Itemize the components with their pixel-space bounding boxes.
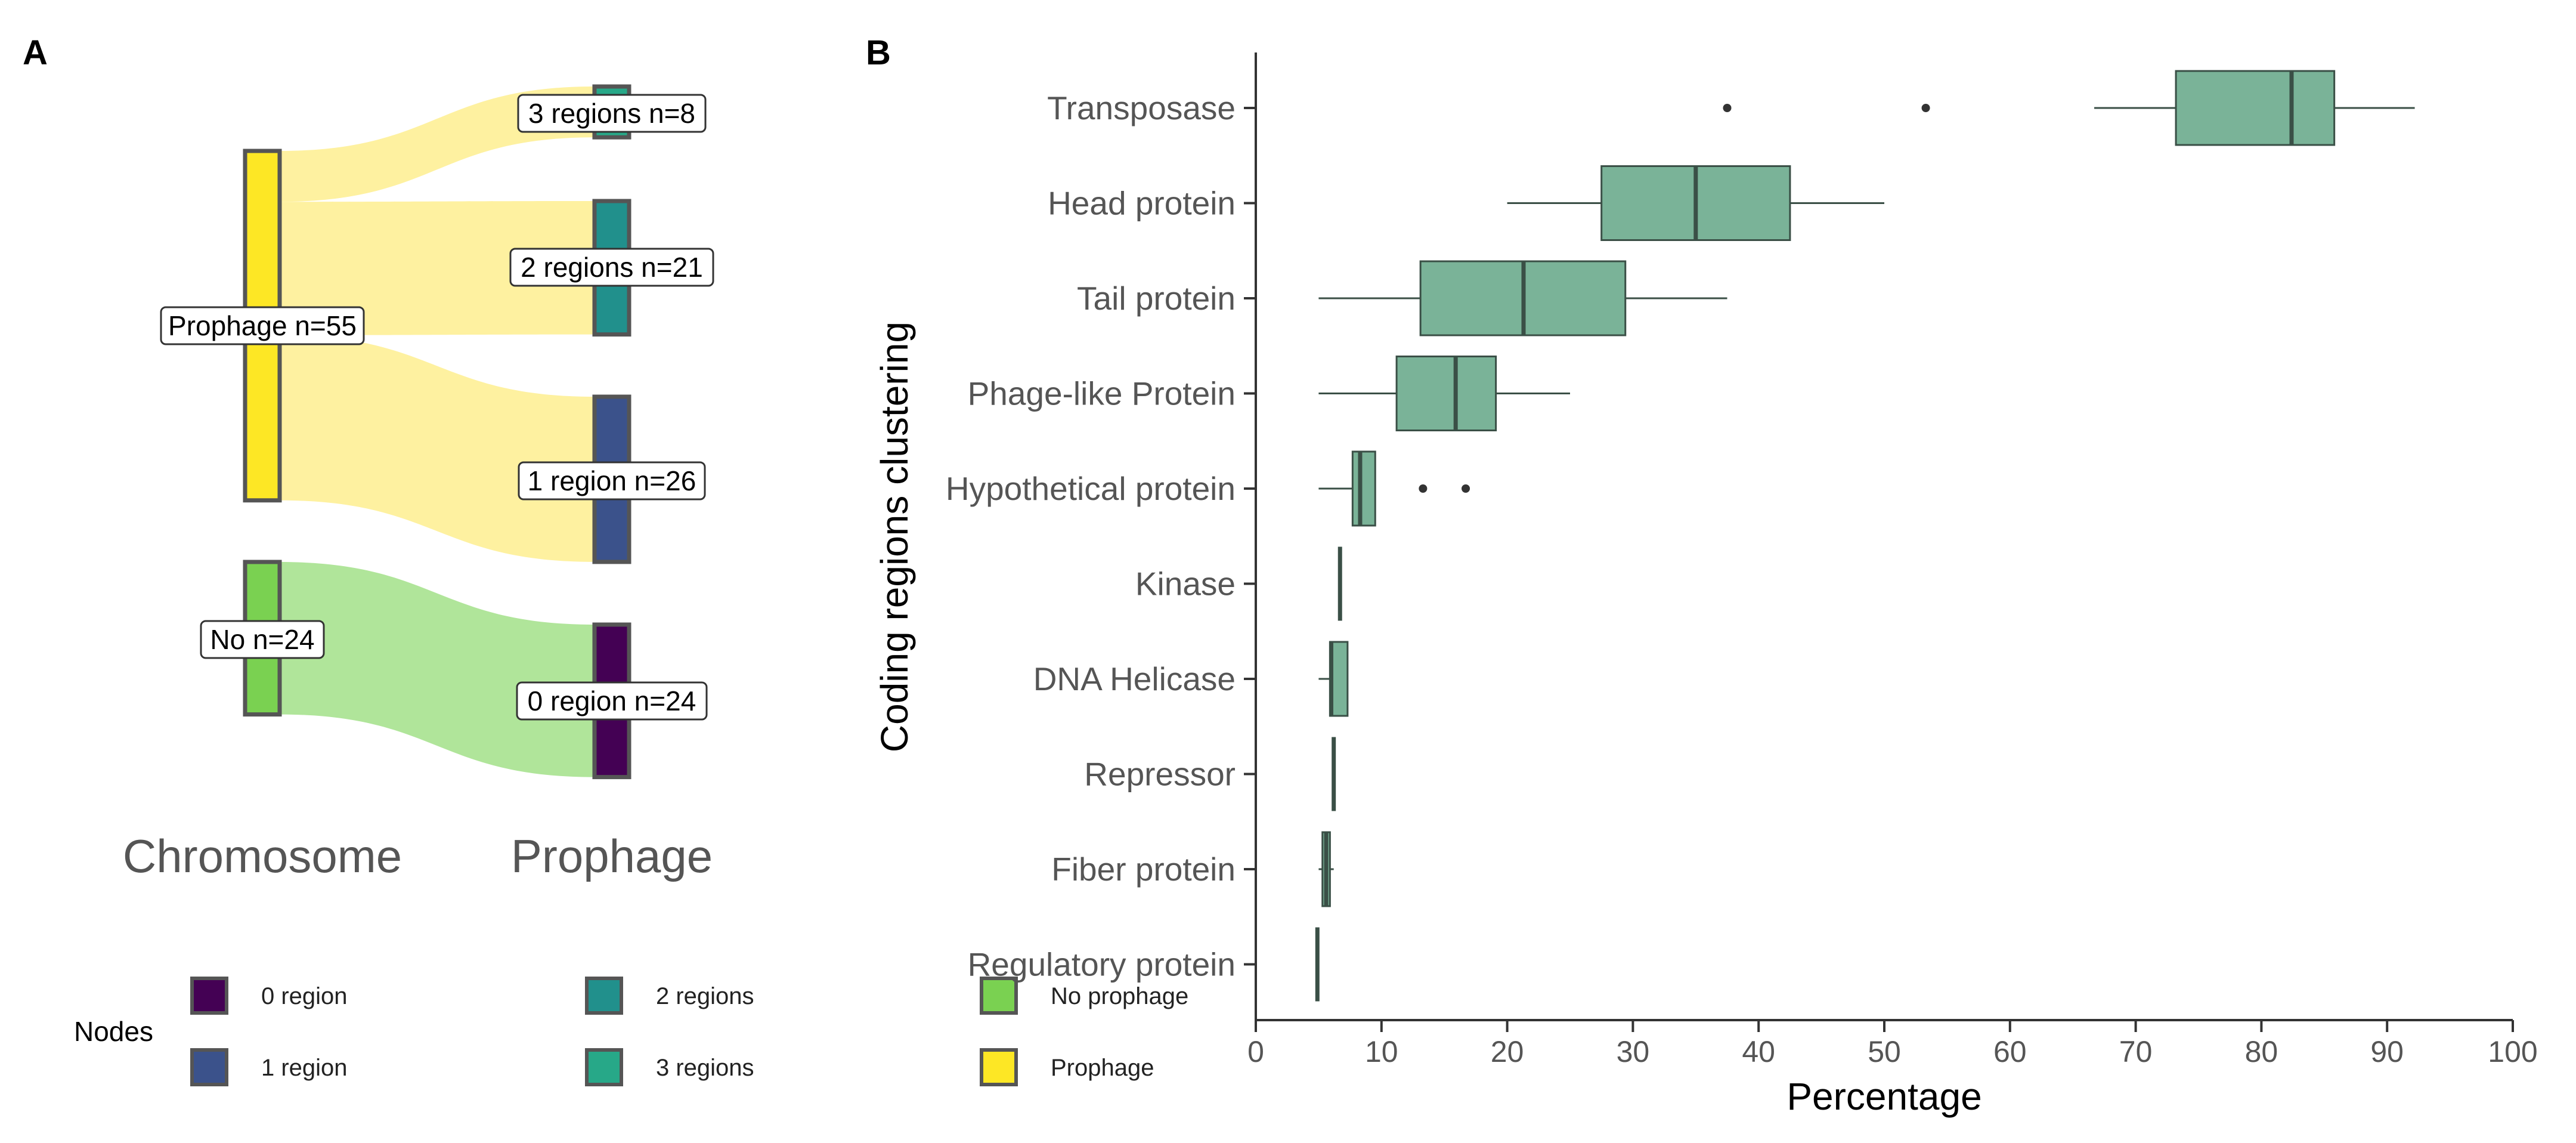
node-label-box-prophage [160, 306, 365, 345]
sankey-labels: Prophage n=55 No n=24 3 regions n=8 2 regio… [160, 94, 714, 721]
node-label-box-r0 [516, 681, 708, 721]
category-label-fiber-protein: Fiber protein [1051, 851, 1236, 888]
legend-label-2-regions: 2 regions [656, 983, 754, 1009]
node-label-box-r3 [517, 94, 707, 133]
column-label-chromosome: Chromosome [123, 830, 402, 882]
panel-a-letter: A [23, 33, 48, 72]
x-tick-label-60: 60 [1993, 1035, 2027, 1068]
legend: Nodes 0 region 1 region 2 regions 3 regions N… [74, 977, 1188, 1086]
node-label-r0: 0 region n=24 [528, 685, 696, 716]
box-phage-like-protein [1395, 356, 1497, 431]
category-label-tail-protein: Tail protein [1077, 280, 1236, 317]
legend-swatch-2-regions [585, 977, 623, 1015]
outlier-transposase-1 [1921, 104, 1930, 112]
legend-label-prophage: Prophage [1051, 1055, 1154, 1081]
x-tick-label-20: 20 [1491, 1035, 1524, 1068]
node-label-r2: 2 regions n=21 [521, 252, 703, 283]
boxplot-panel: 0 10 20 30 40 50 60 70 80 90 100 Transposase Head pr… [873, 52, 2538, 1118]
box-transposase [2175, 70, 2336, 146]
category-label-hypothetical-protein: Hypothetical protein [946, 470, 1236, 507]
y-axis-title: Coding regions clustering [873, 322, 916, 752]
node-label-r1: 1 region n=26 [528, 465, 696, 496]
category-label-phage-like-protein: Phage-like Protein [968, 375, 1236, 412]
x-tick-label-80: 80 [2245, 1035, 2278, 1068]
node-label-box-no [200, 620, 325, 659]
category-label-transposase: Transposase [1047, 89, 1236, 126]
legend-label-0-region: 0 region [261, 983, 348, 1009]
boxplot-text: 0 10 20 30 40 50 60 70 80 90 100 Transposase Head pr… [873, 89, 2538, 1118]
boxplot-axes [1244, 52, 2514, 1032]
legend-swatch-no-prophage [980, 977, 1018, 1015]
category-label-repressor: Repressor [1084, 756, 1236, 793]
flow-prophage-to-r2 [280, 201, 595, 335]
outlier-hypothetical-protein-1 [1462, 484, 1470, 493]
node-label-box-r2 [509, 248, 714, 287]
x-tick-label-10: 10 [1365, 1035, 1398, 1068]
panel-b-letter: B [866, 33, 891, 72]
category-label-dna-helicase: DNA Helicase [1033, 660, 1236, 697]
legend-label-1-region: 1 region [261, 1055, 348, 1081]
sankey-column-labels: Chromosome Prophage [123, 830, 713, 882]
x-tick-label-40: 40 [1742, 1035, 1775, 1068]
x-tick-label-30: 30 [1617, 1035, 1650, 1068]
node-label-prophage: Prophage n=55 [168, 310, 357, 341]
legend-label-3-regions: 3 regions [656, 1055, 754, 1081]
x-axis-title: Percentage [1787, 1075, 1981, 1118]
category-label-kinase: Kinase [1135, 566, 1236, 603]
legend-swatch-0-region [190, 977, 228, 1015]
sankey-panel: Prophage n=55 No n=24 3 regions n=8 2 regio… [74, 84, 1188, 1086]
legend-label-no-prophage: No prophage [1051, 983, 1188, 1009]
flow-no-to-r0 [280, 562, 595, 777]
legend-swatch-prophage [980, 1048, 1018, 1086]
legend-swatch-1-region [190, 1048, 228, 1086]
x-tick-label-0: 0 [1247, 1035, 1264, 1068]
category-label-regulatory-protein: Regulatory protein [968, 946, 1236, 983]
x-tick-label-100: 100 [2488, 1035, 2537, 1068]
column-label-prophage: Prophage [511, 830, 713, 882]
node-label-no: No n=24 [210, 624, 314, 655]
x-tick-label-50: 50 [1868, 1035, 1901, 1068]
node-label-r3: 3 regions n=8 [528, 98, 695, 129]
outlier-transposase-0 [1723, 104, 1732, 112]
x-tick-label-70: 70 [2119, 1035, 2153, 1068]
category-label-head-protein: Head protein [1048, 185, 1236, 222]
x-tick-label-90: 90 [2370, 1035, 2404, 1068]
legend-title: Nodes [74, 1016, 153, 1047]
sankey-flows [280, 87, 595, 777]
boxplot-boxes [1315, 70, 2415, 1002]
node-label-box-r1 [518, 461, 706, 501]
flow-prophage-to-r1 [280, 335, 595, 562]
legend-swatch-3-regions [585, 1048, 623, 1086]
outlier-hypothetical-protein-0 [1419, 484, 1428, 493]
flow-prophage-to-r3 [280, 87, 595, 202]
box-hypothetical-protein [1351, 450, 1376, 527]
